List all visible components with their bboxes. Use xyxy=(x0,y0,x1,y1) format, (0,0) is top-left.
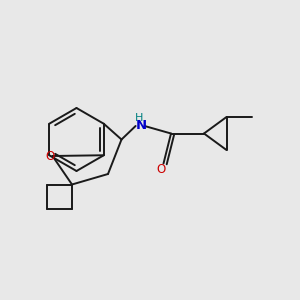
Text: H: H xyxy=(135,112,144,123)
Text: O: O xyxy=(46,149,55,163)
Text: N: N xyxy=(135,119,147,133)
Text: O: O xyxy=(157,163,166,176)
